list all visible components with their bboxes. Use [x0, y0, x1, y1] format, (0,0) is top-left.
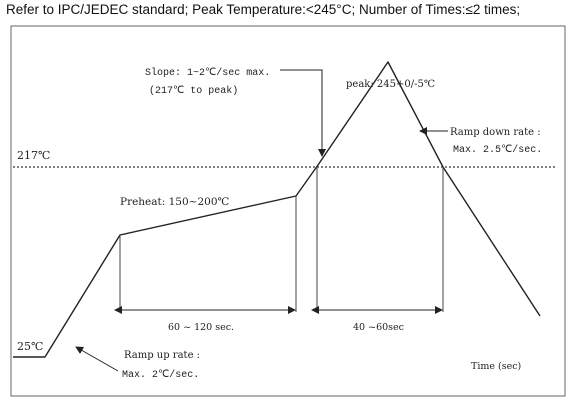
preheat-duration-label: 60 ~ 120 sec. — [168, 322, 234, 333]
reflow-profile-curve — [13, 61, 541, 358]
slope-label-line1: Slope: 1~2℃/sec max. — [145, 67, 270, 79]
ramp-up-label-line2: Max. 2℃/sec. — [122, 369, 199, 381]
time-axis-label: Time (sec) — [471, 361, 521, 372]
temp-25-label: 25℃ — [17, 340, 43, 353]
reflow-duration-label: 40 ~60sec — [353, 322, 404, 333]
ramp-down-label-line1: Ramp down rate : — [450, 127, 541, 138]
peak-label: peak: 245+0/-5℃ — [346, 79, 435, 90]
temp-217-label: 217℃ — [17, 149, 50, 162]
preheat-label: Preheat: 150~200℃ — [120, 196, 230, 208]
slope-pointer-line — [280, 69, 326, 157]
slope-label-line2: (217℃ to peak) — [149, 85, 238, 97]
ramp-up-pointer — [75, 346, 119, 372]
ramp-down-label-line2: Max. 2.5℃/sec. — [453, 144, 542, 156]
diagram-frame — [10, 25, 566, 397]
header-text: Refer to IPC/JEDEC standard; Peak Temper… — [6, 2, 521, 17]
ramp-up-label-line1: Ramp up rate : — [124, 350, 200, 361]
